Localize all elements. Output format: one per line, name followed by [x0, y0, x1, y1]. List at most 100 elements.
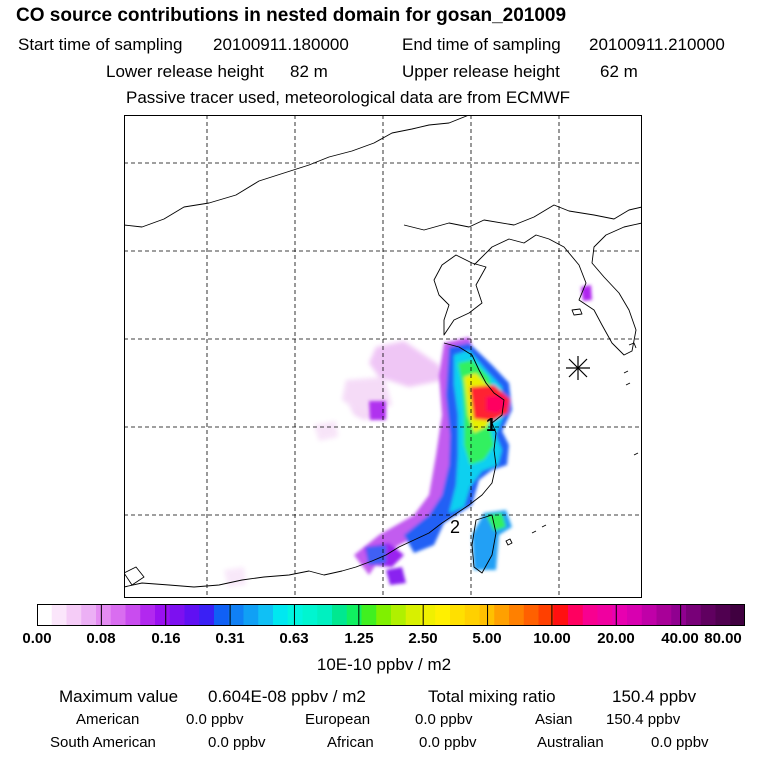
colorbar-tick-0: 0.00 — [22, 630, 52, 647]
korea-coast — [548, 222, 642, 356]
colorbar-cell — [184, 604, 200, 626]
plume-southeast-core — [486, 513, 506, 531]
plume-haze-far-west — [314, 421, 338, 441]
region-name-asian: Asian — [535, 711, 573, 728]
colorbar-cell — [243, 604, 259, 626]
colorbar-tick-4: 0.63 — [279, 630, 309, 647]
colorbar-cell — [199, 604, 215, 626]
colorbar — [37, 604, 745, 626]
concentration-field — [224, 285, 592, 587]
japan-islands — [531, 342, 639, 534]
region-name-european: European — [305, 711, 371, 728]
colorbar-cell — [346, 604, 362, 626]
upper-release-label: Upper release height — [402, 62, 560, 81]
taiwan-coast — [471, 514, 497, 574]
plume-hk-blob — [366, 545, 386, 565]
colorbar-cell — [612, 604, 628, 626]
colorbar-cell — [420, 604, 436, 626]
colorbar-cell — [155, 604, 171, 626]
chart-title: CO source contributions in nested domain… — [16, 5, 567, 26]
colorbar-cell — [494, 604, 510, 626]
coastlines — [124, 115, 642, 588]
colorbar-cell — [273, 604, 289, 626]
plume-haze-southwest — [224, 567, 246, 587]
colorbar-cell — [509, 604, 525, 626]
map-grid — [124, 115, 642, 598]
lower-release-label: Lower release height — [106, 62, 264, 81]
end-time-label: End time of sampling — [402, 35, 561, 54]
hainan-coast — [124, 566, 145, 586]
receptor-star-icon — [566, 356, 590, 380]
colorbar-cell — [317, 604, 333, 626]
start-time-label: Start time of sampling — [18, 35, 183, 54]
colorbar-major-dividers — [100, 604, 682, 626]
total-mixing-label: Total mixing ratio — [428, 687, 556, 706]
colorbar-tick-3: 0.31 — [215, 630, 245, 647]
start-time-value: 20100911.180000 — [213, 35, 349, 54]
colorbar-cell — [169, 604, 185, 626]
upper-release-value: 62 m — [600, 62, 638, 81]
colorbar-cell — [51, 604, 67, 626]
colorbar-cell — [332, 604, 348, 626]
colorbar-cell — [228, 604, 244, 626]
colorbar-cell — [450, 604, 466, 626]
jeju-island — [571, 308, 583, 316]
region-value-asian: 150.4 ppbv — [606, 711, 681, 728]
region-name-south-american: South American — [50, 734, 156, 751]
colorbar-cell — [597, 604, 613, 626]
liaodong-coast — [473, 234, 550, 266]
max-value: 0.604E-08 ppbv / m2 — [208, 687, 366, 706]
manchuria-border — [403, 204, 642, 231]
map-panel: 1 2 — [124, 115, 642, 598]
colorbar-cell — [568, 604, 584, 626]
colorbar-cell — [37, 604, 53, 626]
region-name-american: American — [76, 711, 140, 728]
colorbar-cell — [627, 604, 643, 626]
region-name-african: African — [327, 734, 374, 751]
colorbar-cell — [302, 604, 318, 626]
region-value-south-american: 0.0 ppbv — [208, 734, 266, 751]
colorbar-cell — [361, 604, 377, 626]
lower-release-value: 82 m — [290, 62, 328, 81]
plume-haze-north — [369, 341, 444, 387]
colorbar-cell — [287, 604, 303, 626]
colorbar-cell — [641, 604, 657, 626]
colorbar-cell — [391, 604, 407, 626]
colorbar-cell — [479, 604, 495, 626]
colorbar-tick-6: 2.50 — [408, 630, 438, 647]
colorbar-units: 10E-10 ppbv / m2 — [316, 655, 452, 674]
colorbar-tick-5: 1.25 — [344, 630, 374, 647]
colorbar-cell — [376, 604, 392, 626]
colorbar-cell — [258, 604, 274, 626]
colorbar-tick-1: 0.08 — [86, 630, 116, 647]
colorbar-tick-8: 10.00 — [533, 630, 571, 647]
total-mixing-value: 150.4 ppbv — [612, 687, 697, 706]
colorbar-cells — [37, 604, 745, 626]
colorbar-cell — [671, 604, 687, 626]
colorbar-tick-2: 0.16 — [151, 630, 181, 647]
colorbar-tick-9: 20.00 — [597, 630, 635, 647]
colorbar-cell — [686, 604, 702, 626]
colorbar-cell — [96, 604, 112, 626]
region-value-african: 0.0 ppbv — [419, 734, 477, 751]
colorbar-cell — [435, 604, 451, 626]
colorbar-cell — [523, 604, 539, 626]
region-value-american: 0.0 ppbv — [186, 711, 244, 728]
colorbar-cell — [656, 604, 672, 626]
end-time-value: 20100911.210000 — [589, 35, 725, 54]
colorbar-tick-7: 5.00 — [472, 630, 502, 647]
northern-border — [124, 115, 470, 228]
region-name-australian: Australian — [537, 734, 604, 751]
marker-2: 2 — [450, 517, 460, 537]
region-value-european: 0.0 ppbv — [415, 711, 473, 728]
tracer-note: Passive tracer used, meteorological data… — [126, 88, 571, 107]
region-value-australian: 0.0 ppbv — [651, 734, 709, 751]
max-value-label: Maximum value — [59, 687, 179, 706]
china-east-coast — [124, 342, 505, 588]
plume-south-blob — [386, 567, 406, 585]
colorbar-cell — [730, 604, 745, 626]
colorbar-cell — [214, 604, 230, 626]
colorbar-cell — [140, 604, 156, 626]
colorbar-cell — [715, 604, 731, 626]
colorbar-tick-10: 40.00 — [661, 630, 699, 647]
